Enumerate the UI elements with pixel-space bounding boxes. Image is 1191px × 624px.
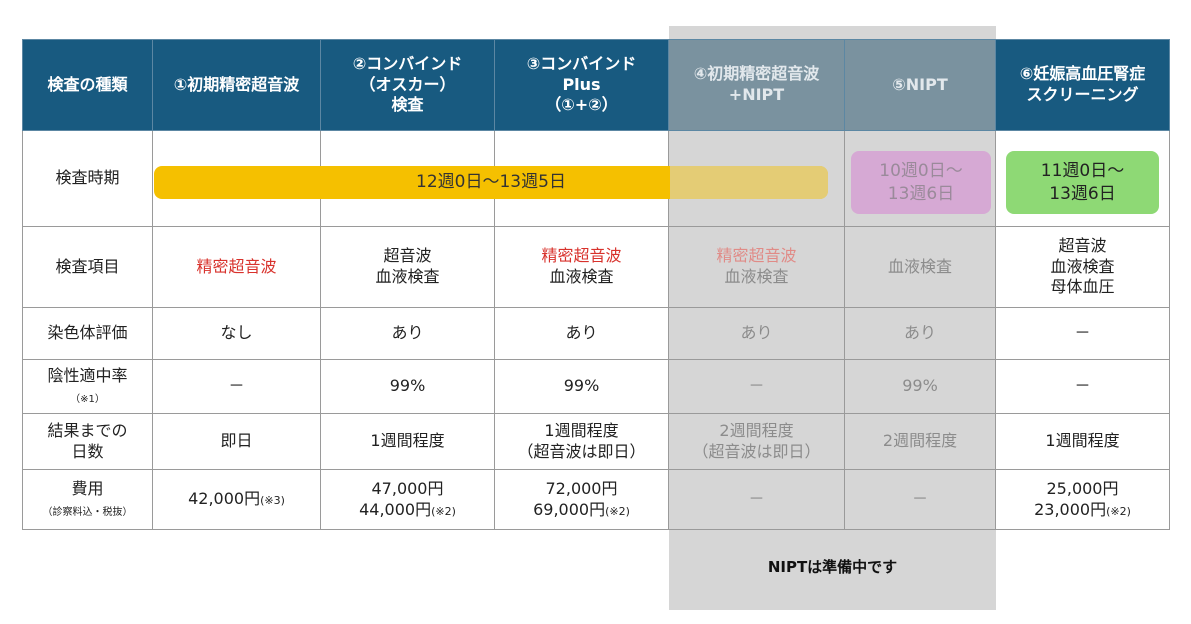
- chromosome-c5: あり: [844, 307, 996, 360]
- days-c1: 即日: [152, 413, 321, 470]
- days-c6: 1週間程度: [995, 413, 1170, 470]
- chromosome-c1: なし: [152, 307, 321, 360]
- header-row: 検査の種類 ①初期精密超音波 ②コンバインド （オスカー） 検査 ③コンバインド…: [22, 39, 1170, 131]
- items-row: 検査項目 精密超音波 超音波 血液検査 精密超音波 血液検査 精密超音波 血液検査 …: [22, 226, 1170, 308]
- npv-label: 陰性適中率 （※1）: [22, 359, 153, 414]
- cost-c1-note: (※3): [260, 494, 285, 508]
- days-c2: 1週間程度: [320, 413, 495, 470]
- header-exam-type: 検査の種類: [22, 39, 153, 131]
- cost-c2-price-b: 44,000円: [359, 499, 432, 519]
- period-bar-nipt: 10週0日～ 13週6日: [851, 151, 991, 214]
- npv-c2: 99%: [320, 359, 495, 414]
- items-c4-blood: 血液検査: [724, 267, 789, 286]
- header-ultrasound-nipt: ④初期精密超音波 +NIPT: [668, 39, 845, 131]
- cost-c6-price-b: 23,000円: [1034, 499, 1107, 519]
- days-c4: 2週間程度 （超音波は即日）: [668, 413, 845, 470]
- npv-c3: 99%: [494, 359, 669, 414]
- header-combined-oscar: ②コンバインド （オスカー） 検査: [320, 39, 495, 131]
- days-c5: 2週間程度: [844, 413, 996, 470]
- header-preeclampsia-screening: ⑥妊娠高血圧腎症 スクリーニング: [995, 39, 1170, 131]
- days-row: 結果までの 日数 即日 1週間程度 1週間程度 （超音波は即日） 2週間程度 （…: [22, 413, 1170, 470]
- npv-label-text: 陰性適中率: [47, 365, 128, 385]
- header-combined-plus: ③コンバインド Plus （①+②）: [494, 39, 669, 131]
- chromosome-label: 染色体評価: [22, 307, 153, 360]
- period-label: 検査時期: [22, 130, 153, 227]
- cost-c4: －: [668, 469, 845, 530]
- cost-c3-price-a: 72,000円: [545, 478, 618, 498]
- items-c4-ultrasound: 精密超音波: [716, 246, 797, 266]
- items-c4: 精密超音波 血液検査: [668, 226, 845, 308]
- period-bar-main: 12週0日～13週5日: [154, 166, 828, 199]
- cost-label: 費用 （診察料込・税抜）: [22, 469, 153, 530]
- cost-row: 費用 （診察料込・税抜） 42,000円(※3) 47,000円 44,000円(※…: [22, 469, 1170, 530]
- items-c3: 精密超音波 血液検査: [494, 226, 669, 308]
- cost-label-text: 費用: [71, 478, 104, 498]
- cost-c6: 25,000円 23,000円(※2): [995, 469, 1170, 530]
- cost-c3-note: (※2): [605, 504, 630, 518]
- items-c6: 超音波 血液検査 母体血圧: [995, 226, 1170, 308]
- days-label: 結果までの 日数: [22, 413, 153, 470]
- npv-row: 陰性適中率 （※1） － 99% 99% － 99% －: [22, 359, 1170, 414]
- cost-c1-price: 42,000円: [188, 489, 261, 509]
- items-c2: 超音波 血液検査: [320, 226, 495, 308]
- npv-c6: －: [995, 359, 1170, 414]
- items-c3-ultrasound: 精密超音波: [541, 246, 622, 266]
- chromosome-c2: あり: [320, 307, 495, 360]
- header-early-ultrasound: ①初期精密超音波: [152, 39, 321, 131]
- items-c5: 血液検査: [844, 226, 996, 308]
- cost-c1: 42,000円(※3): [152, 469, 321, 530]
- header-nipt: ⑤NIPT: [844, 39, 996, 131]
- cost-c3-price-b: 69,000円: [533, 499, 606, 519]
- chromosome-row: 染色体評価 なし あり あり あり あり －: [22, 307, 1170, 360]
- period-bar-fade: [670, 166, 828, 199]
- npv-c4: －: [668, 359, 845, 414]
- npv-label-note: （※1）: [70, 393, 105, 405]
- items-c1: 精密超音波: [152, 226, 321, 308]
- cost-c2-price-a: 47,000円: [371, 478, 444, 498]
- chromosome-c4: あり: [668, 307, 845, 360]
- cost-c5: －: [844, 469, 996, 530]
- chromosome-c6: －: [995, 307, 1170, 360]
- items-label: 検査項目: [22, 226, 153, 308]
- chromosome-c3: あり: [494, 307, 669, 360]
- period-bar-preeclampsia: 11週0日～ 13週6日: [1006, 151, 1159, 214]
- cost-c2: 47,000円 44,000円(※2): [320, 469, 495, 530]
- items-c3-blood: 血液検査: [549, 267, 614, 286]
- cost-c6-price-a: 25,000円: [1046, 478, 1119, 498]
- exam-comparison-table: 検査の種類 ①初期精密超音波 ②コンバインド （オスカー） 検査 ③コンバインド…: [22, 39, 1170, 530]
- npv-c1: －: [152, 359, 321, 414]
- cost-c2-note: (※2): [431, 504, 456, 518]
- npv-c5: 99%: [844, 359, 996, 414]
- days-c3: 1週間程度 （超音波は即日）: [494, 413, 669, 470]
- period-bar-main-text: 12週0日～13週5日: [416, 172, 566, 193]
- cost-c6-note: (※2): [1106, 504, 1131, 518]
- cost-c3: 72,000円 69,000円(※2): [494, 469, 669, 530]
- nipt-preparation-note: NIPTは準備中です: [767, 558, 898, 576]
- cost-label-note: （診察料込・税抜）: [42, 506, 133, 518]
